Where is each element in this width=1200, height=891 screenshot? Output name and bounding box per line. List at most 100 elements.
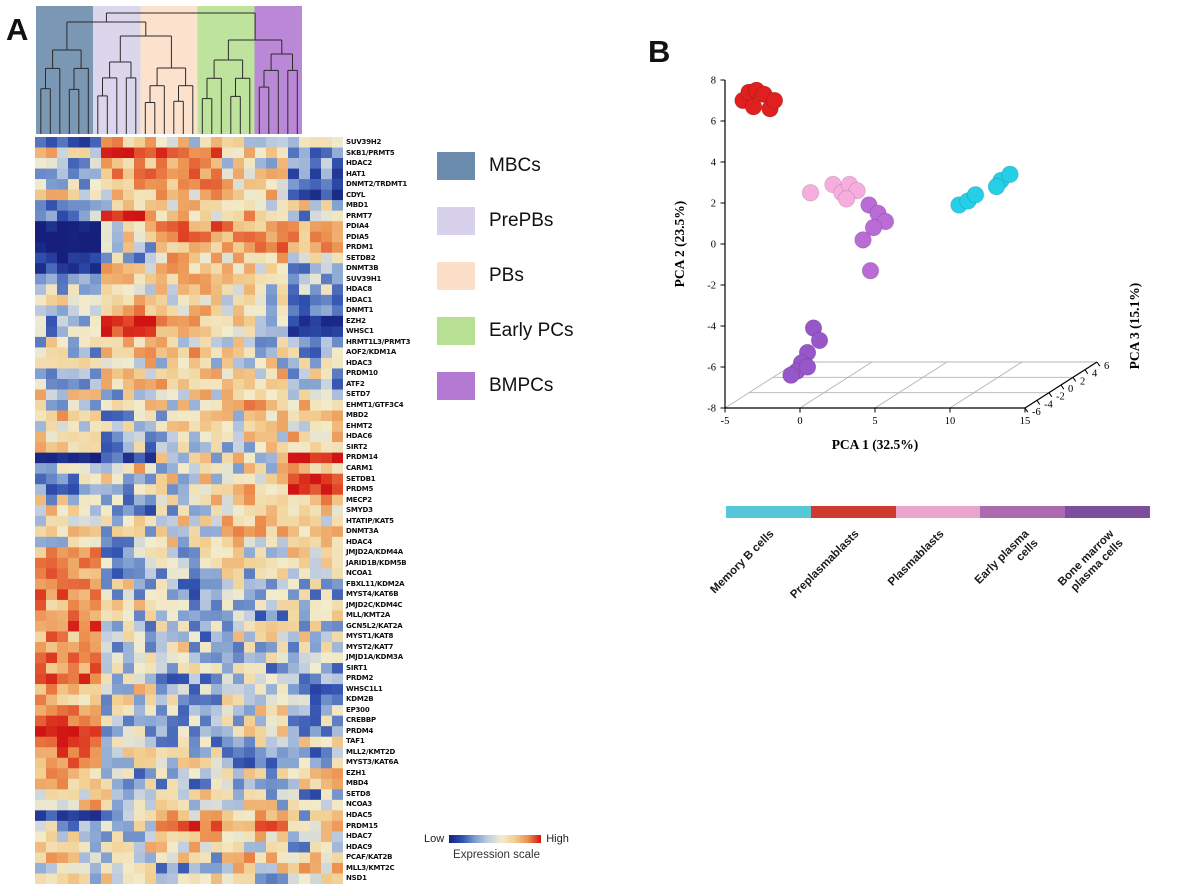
svg-text:2: 2 (1080, 376, 1085, 387)
cluster-dendrogram (36, 6, 302, 134)
gene-label: AOF2/KDM1A (346, 348, 397, 357)
svg-text:-2: -2 (707, 281, 716, 292)
legend-color-swatch (437, 372, 475, 400)
svg-text:6: 6 (711, 117, 716, 128)
expression-scale-caption: Expression scale (453, 849, 540, 861)
legend-label: PBs (489, 265, 524, 286)
heatmap-cells (35, 137, 343, 884)
svg-text:10: 10 (945, 416, 956, 427)
legend-color-swatch (437, 317, 475, 345)
gene-label: MLL2/KMT2D (346, 747, 396, 756)
gene-label: WHSC1L1 (346, 684, 383, 693)
gene-label: EZH1 (346, 768, 366, 777)
floor-grid (724, 361, 1098, 409)
gene-label: MECP2 (346, 495, 372, 504)
gene-label: HDAC7 (346, 832, 373, 841)
gene-label: PRDM5 (346, 485, 374, 494)
svg-text:2: 2 (711, 199, 716, 210)
y-axis-title: PCA 2 (23.5%) (672, 201, 687, 288)
axes (724, 80, 1098, 409)
cell-type-legend-item: PBs (437, 262, 573, 290)
gene-label: JARID1B/KDM5B (346, 558, 407, 567)
gene-label: SUV39H2 (346, 138, 382, 146)
gene-label: EZH2 (346, 316, 366, 325)
gene-label: KDM2B (346, 695, 374, 704)
panel-b-label: B (648, 34, 671, 69)
pca-legend: Memory B cells Preplasmablasts Plasmablast… (709, 506, 1150, 676)
pca-point (864, 218, 883, 237)
gene-label: DNMT3B (346, 264, 379, 273)
svg-text:6: 6 (1104, 361, 1109, 372)
pca-point (798, 358, 817, 376)
pca-point (744, 98, 763, 116)
gene-label: DNMT3A (346, 527, 379, 536)
gene-label: HDAC1 (346, 295, 373, 304)
gene-label: NCOA1 (346, 569, 373, 578)
svg-text:-2: -2 (1056, 392, 1065, 403)
cell-type-legend-item: BMPCs (437, 372, 573, 400)
cell-type-legend-item: PrePBs (437, 207, 573, 235)
pca-point (837, 190, 856, 208)
gene-label: CDYL (346, 190, 366, 199)
legend-color-swatch (437, 207, 475, 235)
gene-label: SUV39H1 (346, 274, 382, 283)
gene-label-list: SUV39H2 SKB1/PRMT5 HDAC2 HAT1 DNMT2/TRDMT1 CD… (346, 137, 410, 884)
gene-label: HDAC9 (346, 842, 373, 851)
svg-text:0: 0 (1068, 384, 1073, 395)
gene-label: CARM1 (346, 463, 373, 472)
expression-scale-legend: Low High Expression scale (424, 833, 569, 861)
gene-label: EHMT1/GTF3C4 (346, 400, 404, 409)
svg-text:8: 8 (711, 76, 716, 87)
pca-point (987, 177, 1006, 196)
gene-label: SIRT2 (346, 442, 368, 451)
expression-low-label: Low (424, 833, 445, 845)
gene-label: MYST4/KAT6B (346, 590, 399, 599)
pca-point (765, 91, 784, 110)
expression-high-label: High (546, 833, 569, 845)
pca-point (966, 186, 985, 204)
gene-label: HDAC3 (346, 358, 373, 367)
gene-label: DNMT2/TRDMT1 (346, 180, 408, 189)
pca-point (810, 331, 829, 350)
gene-label: TAF1 (346, 737, 365, 746)
gene-label: SETD8 (346, 789, 371, 798)
gene-label: GCN5L2/KAT2A (346, 621, 403, 630)
gene-label: PRDM4 (346, 726, 374, 735)
gene-label: DNMT1 (346, 306, 374, 315)
pca-legend-segment (810, 506, 896, 518)
svg-text:-4: -4 (1044, 399, 1053, 410)
gene-label: SETD7 (346, 390, 371, 399)
gene-label: JMJD1A/KDM3A (346, 653, 403, 662)
gene-label: WHSC1 (346, 327, 374, 336)
pca-legend-segment (1065, 506, 1150, 518)
gene-label: SKB1/PRMT5 (346, 148, 395, 157)
dendrogram-lines (40, 12, 298, 134)
svg-text:4: 4 (1092, 369, 1098, 380)
gene-label: PRDM14 (346, 453, 378, 462)
gene-label: JMJD2C/KDM4C (346, 600, 403, 609)
gene-label: MYST3/KAT6A (346, 758, 399, 767)
group-color-blocks (36, 6, 302, 134)
cell-type-legend-item: Early PCs (437, 317, 573, 345)
gene-label: MBD1 (346, 201, 369, 210)
svg-text:4: 4 (711, 158, 717, 169)
legend-label: Early PCs (489, 320, 574, 341)
gene-label: PRDM15 (346, 821, 378, 830)
gene-label: JMJD2A/KDM4A (346, 548, 403, 557)
gene-label: MBD2 (346, 411, 369, 420)
gene-label: FBXL11/KDM2A (346, 579, 405, 588)
svg-text:-6: -6 (1032, 407, 1041, 418)
gene-label: HDAC5 (346, 811, 373, 819)
gene-label: HDAC8 (346, 285, 373, 294)
gene-label: HAT1 (346, 169, 366, 178)
pca-point (782, 366, 800, 384)
gene-label: MBD4 (346, 779, 369, 788)
gene-label: PRDM10 (346, 369, 378, 378)
gene-label: PRDM1 (346, 243, 374, 252)
svg-text:0: 0 (797, 416, 802, 427)
gene-label: SETDB1 (346, 474, 376, 483)
gene-label: PCAF/KAT2B (346, 853, 393, 862)
gene-label: SIRT1 (346, 663, 368, 672)
gene-label: PRDM2 (346, 674, 374, 683)
